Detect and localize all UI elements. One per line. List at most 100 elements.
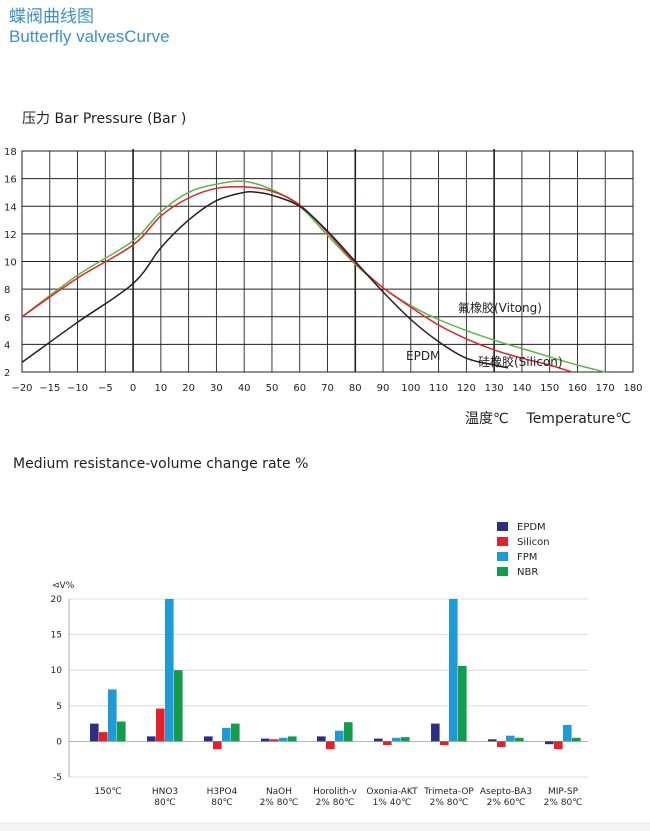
y-tick-label: 12 — [4, 230, 17, 241]
bar-chart-title: Medium resistance-volume change rate % — [13, 456, 309, 472]
legend-label: FPM — [517, 552, 537, 563]
x-tick-label: 100 — [401, 383, 420, 394]
legend-swatch-NBR — [497, 567, 508, 576]
x-tick-label: 120 — [457, 383, 476, 394]
bar-y-tick-label: 10 — [51, 666, 63, 676]
bar-FPM — [392, 737, 401, 742]
bar-y-tick-label: 5 — [56, 702, 62, 712]
category-label: HNO3 — [152, 787, 178, 797]
bars — [90, 599, 581, 750]
annotation-vitong: 氟橡胶(Vitong) — [458, 300, 542, 315]
bar-FPM — [563, 725, 572, 742]
bar-y-tick-label: 20 — [51, 595, 63, 605]
bar-NBR — [117, 721, 126, 742]
y-tick-labels: 2 4 6 8 10 12 14 16 18 — [4, 147, 17, 379]
legend-label: EPDM — [517, 522, 546, 533]
curve-硅橡胶(Silicon) — [21, 185, 573, 373]
x-tick-label: 50 — [266, 383, 279, 394]
category-label: Horolith-v — [313, 787, 358, 797]
y-tick-label: 10 — [4, 258, 17, 269]
x-axis-label: 温度℃ Temperature℃ — [465, 411, 631, 427]
y-tick-label: 2 — [4, 368, 10, 379]
y-tick-label: 16 — [4, 175, 17, 186]
bar-y-tick-label: -5 — [53, 773, 62, 783]
x-tick-label: 80 — [349, 383, 362, 394]
bar-EPDM — [545, 741, 554, 745]
y-tick-label: 14 — [4, 202, 17, 213]
bar-FPM — [506, 735, 515, 742]
category-label: H3PO4 — [207, 787, 238, 797]
bar-y-tick-labels: 20 15 10 5 0 -5 — [51, 595, 63, 783]
bar-NBR — [458, 665, 467, 742]
category-sublabel: 2% 80℃ — [544, 798, 583, 808]
annotation-silicon: 硅橡胶(Silicon) — [478, 354, 563, 369]
bar-EPDM — [261, 738, 270, 742]
legend-swatch-Silicon — [497, 537, 508, 546]
category-label: MIP-SP — [548, 787, 579, 797]
bar-Silicon — [270, 739, 279, 742]
category-label: Trimeta-OP — [423, 787, 474, 797]
x-tick-label: −5 — [98, 383, 113, 394]
y-tick-label: 8 — [4, 285, 10, 296]
pressure-temperature-chart: 压力 Bar Pressure (Bar ) 2 4 6 8 10 12 14 16 18 −2… — [4, 111, 643, 427]
bar-FPM — [449, 599, 458, 742]
bar-FPM — [222, 727, 231, 742]
bar-Silicon — [156, 708, 165, 742]
x-tick-label: 20 — [182, 383, 195, 394]
bar-y-tick-label: 0 — [56, 737, 62, 747]
bar-EPDM — [374, 738, 383, 742]
bar-FPM — [335, 730, 344, 742]
x-tick-label: 180 — [623, 383, 642, 394]
category-label: NaOH — [266, 787, 292, 797]
bar-EPDM — [90, 723, 99, 742]
bar-NBR — [288, 736, 297, 742]
bar-Silicon — [213, 741, 222, 750]
x-tick-label: −20 — [11, 383, 32, 394]
x-tick-label: 110 — [429, 383, 448, 394]
bar-Silicon — [99, 732, 108, 742]
bar-Silicon — [440, 741, 449, 745]
x-tick-label: 90 — [377, 383, 390, 394]
category-sublabel: 2% 60℃ — [487, 798, 526, 808]
page-title-en: Butterfly valvesCurve — [9, 27, 170, 46]
legend-label: Silicon — [517, 537, 550, 548]
bar-NBR — [344, 722, 353, 742]
y-tick-label: 18 — [4, 147, 17, 158]
bar-FPM — [279, 737, 288, 742]
category-sublabel: 1% 40℃ — [373, 798, 412, 808]
x-tick-label: 10 — [154, 383, 167, 394]
x-tick-label: 130 — [485, 383, 504, 394]
category-label: Asepto-BA3 — [480, 787, 532, 797]
bar-NBR — [231, 723, 240, 742]
category-sublabel: 80℃ — [154, 798, 176, 808]
bar-FPM — [165, 599, 174, 742]
category-label: Oxonia-AKT — [366, 787, 418, 797]
x-tick-label: 0 — [130, 383, 136, 394]
bar-EPDM — [317, 736, 326, 742]
annotation-epdm: EPDM — [406, 349, 440, 363]
bar-NBR — [401, 737, 410, 742]
curve-lines — [21, 180, 606, 373]
bar-EPDM — [204, 736, 213, 742]
x-tick-label: 30 — [210, 383, 223, 394]
bar-NBR — [174, 670, 183, 742]
legend-swatch-FPM — [497, 552, 508, 561]
curve-EPDM — [21, 190, 509, 369]
category-sublabel: 2% 80℃ — [260, 798, 299, 808]
bar-EPDM — [488, 739, 497, 742]
bar-NBR — [572, 737, 581, 742]
y-axis-label: ⊲V% — [52, 581, 75, 591]
x-tick-label: 160 — [568, 383, 587, 394]
page-title-cn: 蝶阀曲线图 — [9, 7, 94, 27]
bar-NBR — [515, 737, 524, 742]
legend-label: NBR — [517, 567, 538, 578]
curve-氟橡胶(Vitong) — [21, 180, 606, 373]
bar-y-tick-label: 15 — [51, 631, 62, 641]
x-tick-label: 150 — [540, 383, 559, 394]
legend-swatch-EPDM — [497, 522, 508, 531]
y-tick-label: 4 — [4, 340, 10, 351]
bar-Silicon — [497, 741, 506, 748]
bar-Silicon — [554, 741, 563, 750]
